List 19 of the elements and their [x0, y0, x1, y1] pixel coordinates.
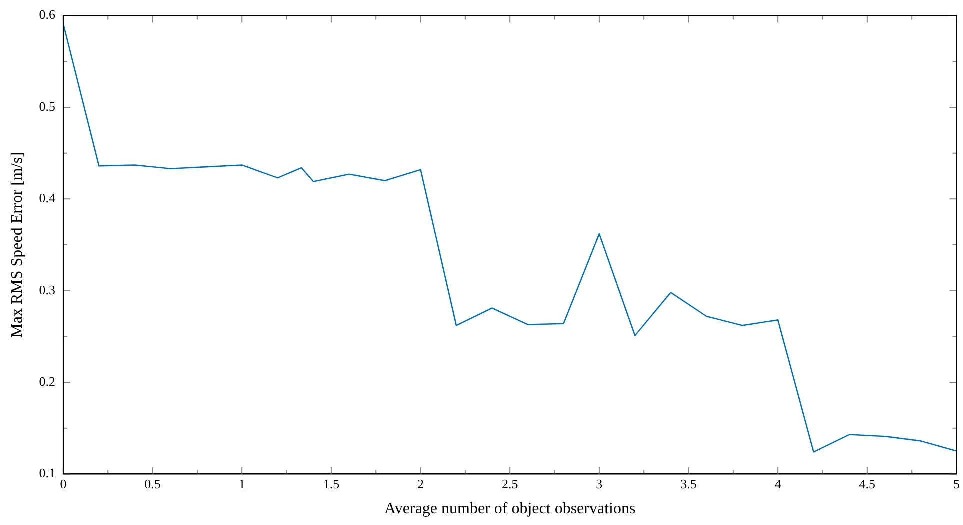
y-axis-title: Max RMS Speed Error [m/s] — [8, 152, 26, 338]
x-tick-label: 0.5 — [144, 476, 161, 492]
x-tick-label: 4 — [774, 476, 782, 492]
x-axis-title: Average number of object observations — [384, 500, 636, 518]
y-tick-label: 0.3 — [39, 282, 56, 298]
x-tick-label: 2 — [418, 476, 424, 492]
y-tick-label: 0.6 — [39, 7, 56, 22]
y-tick-label: 0.2 — [39, 374, 56, 389]
y-tick-label: 0.5 — [39, 98, 56, 114]
x-tick-label: 2.5 — [502, 476, 518, 492]
x-tick-label: 3.5 — [680, 476, 697, 492]
y-tick-label: 0.4 — [39, 190, 56, 206]
x-tick-label: 0 — [60, 476, 67, 492]
x-tick-label: 4.5 — [859, 476, 876, 492]
x-tick-label: 5 — [954, 476, 960, 492]
y-tick-label: 0.1 — [39, 466, 56, 481]
x-tick-label: 1 — [238, 476, 246, 492]
x-tick-label: 3 — [596, 476, 603, 492]
x-tick-label: 1.5 — [323, 476, 340, 492]
